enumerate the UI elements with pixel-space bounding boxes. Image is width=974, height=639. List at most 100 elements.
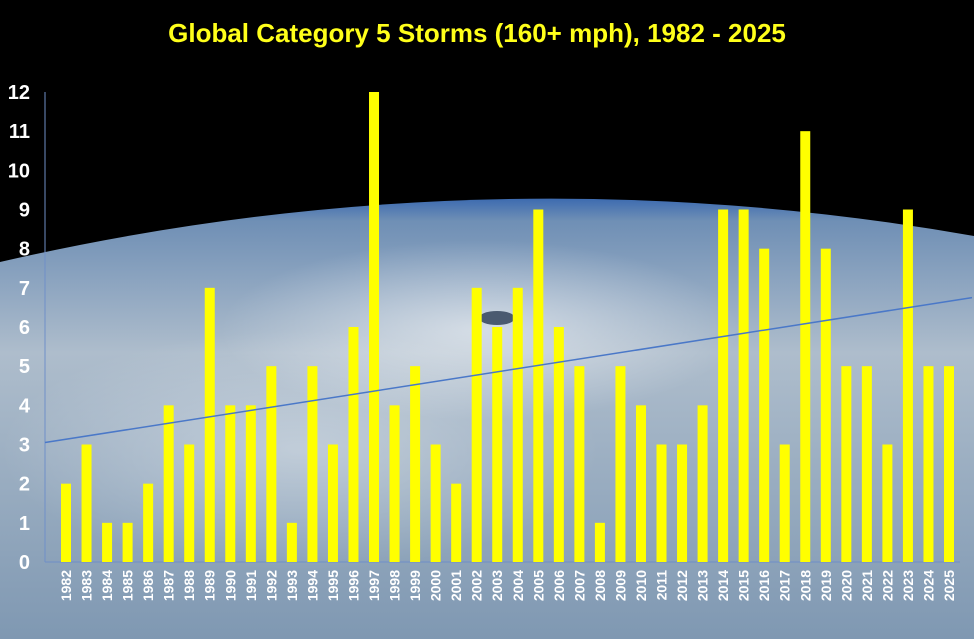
- x-tick-label: 2011: [654, 570, 670, 601]
- bar-1999: [410, 366, 421, 562]
- bar-2002: [471, 287, 482, 562]
- y-tick-label: 3: [19, 435, 30, 457]
- bar-1985: [122, 522, 133, 562]
- y-tick-label: 6: [19, 317, 30, 339]
- bar-2001: [451, 483, 462, 562]
- x-tick-label: 2022: [879, 570, 895, 601]
- x-tick-label: 1993: [284, 570, 300, 601]
- x-tick-label: 2016: [756, 570, 772, 601]
- x-tick-label: 2019: [818, 570, 834, 601]
- y-tick-label: 10: [8, 160, 30, 182]
- x-tick-label: 2007: [571, 570, 587, 601]
- y-tick-label: 7: [19, 278, 30, 300]
- x-tick-label: 1988: [181, 570, 197, 601]
- bar-1992: [266, 366, 277, 562]
- bar-2004: [512, 287, 523, 562]
- x-tick-label: 2023: [900, 570, 916, 601]
- x-tick-label: 1989: [202, 570, 218, 601]
- x-tick-label: 2015: [736, 570, 752, 601]
- bar-1982: [61, 483, 71, 562]
- bar-1997: [369, 92, 380, 562]
- x-tick-label: 2013: [695, 570, 711, 601]
- bar-1994: [307, 366, 318, 562]
- x-tick-label: 2002: [469, 570, 485, 601]
- x-tick-label: 2004: [510, 570, 526, 601]
- y-tick-label: 4: [19, 395, 31, 417]
- bar-2011: [656, 444, 667, 562]
- bar-2015: [738, 209, 749, 562]
- x-tick-label: 2014: [715, 570, 731, 601]
- bar-2020: [841, 366, 852, 562]
- bar-2025: [944, 366, 954, 562]
- bar-2013: [697, 405, 708, 562]
- bar-1989: [204, 287, 215, 562]
- y-tick-label: 5: [19, 356, 30, 378]
- y-tick-label: 9: [19, 200, 30, 222]
- x-tick-label: 1995: [325, 570, 341, 601]
- bar-1996: [348, 327, 359, 562]
- x-tick-label: 1983: [79, 570, 95, 601]
- y-tick-label: 1: [19, 513, 30, 535]
- trendline: [44, 296, 973, 444]
- x-tick-label: 2018: [797, 570, 813, 601]
- chart-title: Global Category 5 Storms (160+ mph), 198…: [168, 18, 786, 48]
- x-axis: 1982 1983 1984 1985 1986 1987 1988 1989 1990 1991…: [58, 570, 957, 601]
- x-tick-label: 2006: [551, 570, 567, 601]
- y-tick-label: 8: [19, 239, 30, 261]
- x-tick-label: 1990: [222, 570, 238, 601]
- x-tick-label: 1986: [140, 570, 156, 601]
- bar-2024: [923, 366, 934, 562]
- y-tick-label: 2: [19, 474, 30, 496]
- bar-2021: [861, 366, 872, 562]
- bar-1995: [327, 444, 338, 562]
- bar-1991: [245, 405, 256, 562]
- bar-2019: [820, 248, 831, 562]
- x-tick-label: 2021: [859, 570, 875, 601]
- trendline-line: [44, 296, 973, 444]
- x-tick-label: 1984: [99, 570, 115, 601]
- bar-2006: [553, 327, 564, 562]
- bar-1990: [225, 405, 236, 562]
- x-tick-label: 2003: [489, 570, 505, 601]
- x-tick-label: 1996: [345, 570, 361, 601]
- bar-2008: [594, 522, 605, 562]
- bar-1998: [389, 405, 400, 562]
- x-tick-label: 1998: [387, 570, 403, 601]
- x-tick-label: 1991: [243, 570, 259, 601]
- bar-2023: [902, 209, 913, 562]
- x-tick-label: 2001: [448, 570, 464, 601]
- y-tick-label: 11: [9, 121, 30, 143]
- bar-1987: [163, 405, 174, 562]
- x-tick-label: 2008: [592, 570, 608, 601]
- x-tick-label: 2009: [612, 570, 628, 601]
- bar-2009: [615, 366, 626, 562]
- x-tick-label: 1992: [263, 570, 279, 601]
- bar-2014: [718, 209, 729, 562]
- x-tick-label: 1994: [304, 570, 320, 601]
- x-tick-label: 2024: [920, 570, 936, 601]
- bar-2016: [759, 248, 770, 562]
- x-tick-label: 2020: [838, 570, 854, 601]
- bar-1986: [143, 483, 154, 562]
- bar-1993: [286, 522, 297, 562]
- bar-2017: [779, 444, 790, 562]
- bar-2005: [533, 209, 544, 562]
- bar-2012: [677, 444, 688, 562]
- bar-2000: [430, 444, 441, 562]
- bars: [61, 92, 954, 562]
- x-tick-label: 2012: [674, 570, 690, 601]
- x-tick-label: 1987: [161, 570, 177, 601]
- y-tick-label: 0: [19, 552, 30, 574]
- bar-1984: [102, 522, 113, 562]
- x-tick-label: 1999: [407, 570, 423, 601]
- bar-2010: [635, 405, 646, 562]
- x-tick-label: 1997: [366, 570, 382, 601]
- x-tick-label: 2005: [530, 570, 546, 601]
- bar-2018: [800, 131, 811, 562]
- x-tick-label: 1985: [120, 570, 136, 601]
- x-tick-label: 2017: [777, 570, 793, 601]
- x-tick-label: 2025: [941, 570, 957, 601]
